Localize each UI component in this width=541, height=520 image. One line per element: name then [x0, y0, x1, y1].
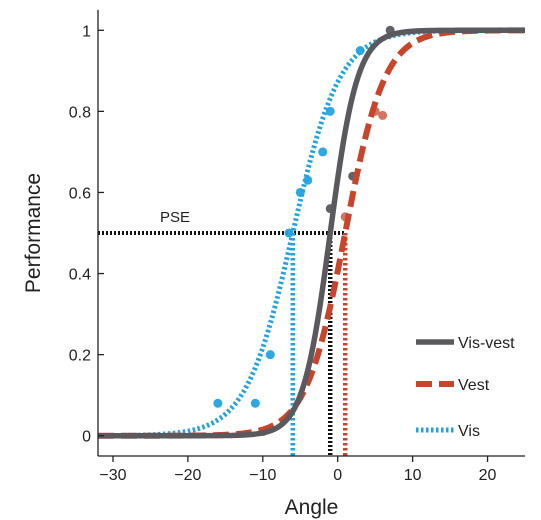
legend-label-0: Vis-vest — [458, 335, 515, 352]
data-point-2-0 — [213, 398, 223, 408]
x-tick-label-0: −30 — [99, 467, 126, 484]
pse-annotation: PSE — [160, 209, 190, 226]
series-line-0 — [97, 27, 526, 439]
y-axis-label: Performance — [22, 173, 45, 293]
x-axis-label: Angle — [285, 496, 339, 519]
y-tick-label-4: 0.8 — [69, 104, 91, 121]
legend-label-1: Vest — [458, 377, 490, 394]
data-point-2-5 — [318, 147, 328, 157]
data-point-2-1 — [250, 398, 260, 408]
x-tick-label-1: −20 — [174, 467, 201, 484]
y-tick-label-1: 0.2 — [69, 348, 91, 365]
x-tick-label-3: 0 — [333, 467, 342, 484]
x-tick-label-5: 20 — [479, 467, 497, 484]
legend: Vis-vest Vest Vis — [416, 335, 515, 440]
y-tick-label-2: 0.4 — [69, 267, 91, 284]
y-tick-label-0: 0 — [82, 429, 91, 446]
legend-label-2: Vis — [458, 423, 480, 440]
y-tick-label-3: 0.6 — [69, 185, 91, 202]
plot-area — [96, 25, 527, 456]
data-point-1-3 — [378, 110, 388, 120]
data-point-2-2 — [265, 350, 275, 360]
x-tick-label-2: −10 — [249, 467, 276, 484]
data-point-2-7 — [284, 228, 294, 238]
y-tick-label-5: 1 — [82, 23, 91, 40]
x-tick-label-4: 10 — [404, 467, 422, 484]
axes: −30 −20 −10 0 10 20 0 0.2 0.4 0.6 0.8 1 — [69, 10, 525, 484]
